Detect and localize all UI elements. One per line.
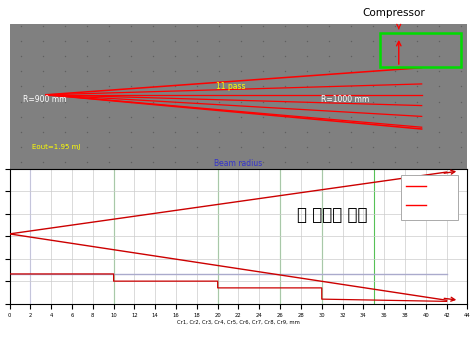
Text: R=1000 mm: R=1000 mm: [320, 95, 368, 104]
Bar: [380, 33, 460, 67]
Text: Compressor: Compressor: [362, 8, 425, 18]
Text: R=900 mm: R=900 mm: [23, 95, 67, 104]
Text: 11 pass: 11 pass: [215, 82, 245, 91]
Bar: [400, 176, 457, 220]
Text: 빔 사이즈 증가: 빔 사이즈 증가: [296, 206, 367, 224]
X-axis label: Cr1, Cr2, Cr3, Cr4, Cr5, Cr6, Cr7, Cr8, Cr9, mm: Cr1, Cr2, Cr3, Cr4, Cr5, Cr6, Cr7, Cr8, …: [177, 320, 299, 325]
Text: (a) Ring-type multipass amplifier: (a) Ring-type multipass amplifier: [152, 177, 324, 187]
Title: Beam radius: Beam radius: [214, 159, 262, 168]
Text: Eout=1.95 mJ: Eout=1.95 mJ: [32, 144, 80, 150]
